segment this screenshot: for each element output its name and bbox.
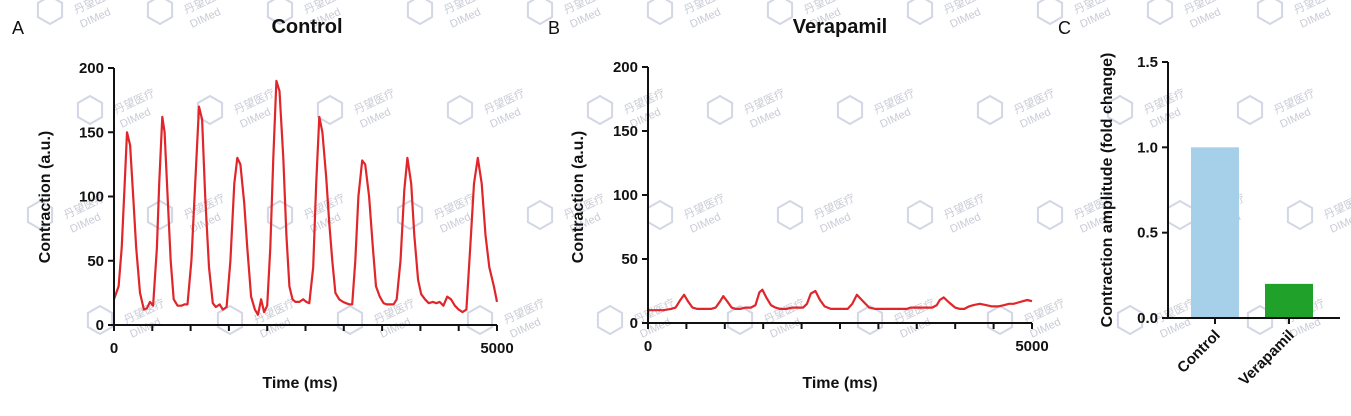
watermark-logo-icon [76, 94, 104, 126]
y-tick-label: 150 [613, 123, 638, 140]
panel-c-x-ticks: Control Verapamil [1174, 318, 1298, 389]
panel-b-contraction-trace [648, 288, 1033, 312]
panel-c-y-ticks: 0.0 0.5 1.0 1.5 [1137, 54, 1168, 327]
watermark-logo-icon [986, 304, 1014, 336]
watermark-logo-icon [586, 94, 614, 126]
watermark-logo-icon [976, 94, 1004, 126]
watermark-logo-icon [646, 0, 674, 26]
watermark-logo-icon [726, 304, 754, 336]
panel-letter-c: C [1058, 18, 1071, 38]
y-tick-label: 1.0 [1137, 139, 1158, 156]
y-tick-label: 200 [613, 59, 638, 76]
panel-a-title: Control [271, 16, 342, 38]
x-tick-label: 0 [644, 338, 652, 355]
watermark-logo-icon [1166, 199, 1194, 231]
panel-a-x-axis-label: Time (ms) [262, 375, 337, 392]
panel-c-axes [1167, 62, 1340, 319]
panel-b-axes [647, 67, 1032, 324]
watermark-logo-icon [646, 199, 674, 231]
y-tick-label: 0 [630, 315, 638, 332]
y-tick-label: 100 [79, 189, 104, 206]
y-tick-label: 1.5 [1137, 54, 1158, 71]
watermark-logo-icon [776, 199, 804, 231]
y-tick-label: 150 [79, 124, 104, 141]
watermark-logo-icon [146, 0, 174, 26]
watermark-logo-icon [146, 199, 174, 231]
watermark-logo-icon [396, 199, 424, 231]
panel-a-y-ticks: 0 50 100 150 200 [79, 60, 114, 334]
watermark-logo-icon [706, 94, 734, 126]
watermark-logo-icon [466, 304, 494, 336]
y-tick-label: 50 [87, 253, 104, 270]
watermark-logo-icon [596, 304, 624, 336]
y-tick-label: 0.0 [1137, 310, 1158, 327]
watermark-layer: 丹望医疗DIMed丹望医疗DIMed丹望医疗DIMed丹望医疗DIMed丹望医疗… [26, 0, 1351, 341]
bar-control [1191, 147, 1239, 318]
watermark-logo-icon [316, 94, 344, 126]
panel-b-title: Verapamil [793, 16, 888, 38]
panel-letter-b: B [548, 18, 560, 38]
panel-a-y-axis-label: Contraction (a.u.) [37, 131, 54, 263]
watermark-logo-icon [26, 199, 54, 231]
watermark-logo-icon [1256, 0, 1284, 26]
watermark-logo-icon [836, 94, 864, 126]
watermark-logo-icon [1286, 199, 1314, 231]
y-tick-label: 0 [96, 317, 104, 334]
panel-letter-a: A [12, 18, 24, 38]
panel-c-bars [1191, 147, 1313, 318]
x-category-label: Verapamil [1236, 327, 1298, 389]
watermark-logo-icon [906, 0, 934, 26]
y-tick-label: 200 [79, 60, 104, 77]
watermark-logo-icon [526, 199, 554, 231]
watermark-logo-icon [1116, 304, 1144, 336]
watermark-logo-icon [406, 0, 434, 26]
x-tick-label: 0 [110, 340, 118, 357]
panel-b-y-ticks: 0 50 100 150 200 [613, 59, 648, 332]
watermark-logo-icon [856, 304, 884, 336]
y-tick-label: 100 [613, 187, 638, 204]
watermark-logo-icon [1236, 94, 1264, 126]
panel-a-x-ticks: 0 5000 [110, 325, 514, 357]
panel-a-control: A Control Time (ms) Contraction (a.u.) 0… [12, 16, 514, 392]
panel-b-y-axis-label: Contraction (a.u.) [570, 131, 587, 263]
panel-c-y-axis-label: Contraction amplitude (fold change) [1099, 53, 1116, 328]
panel-b-verapamil: B Verapamil Time (ms) Contraction (a.u.)… [548, 16, 1049, 392]
watermark-logo-icon [1036, 0, 1064, 26]
watermark-logo-icon [266, 0, 294, 26]
bar-verapamil [1265, 283, 1313, 318]
x-category-label: Control [1174, 327, 1224, 377]
watermark-logo-icon [86, 304, 114, 336]
y-tick-label: 50 [621, 251, 638, 268]
watermark-logo-icon [766, 0, 794, 26]
panel-b-x-axis-label: Time (ms) [802, 375, 877, 392]
watermark-logo-icon [36, 0, 64, 26]
y-tick-label: 0.5 [1137, 225, 1158, 242]
watermark-logo-icon [446, 94, 474, 126]
watermark-logo-icon [1146, 0, 1174, 26]
panel-a-axes [113, 68, 497, 326]
panel-a-contraction-trace [112, 79, 499, 316]
watermark-logo-icon [266, 199, 294, 231]
watermark-logo-icon [1036, 199, 1064, 231]
x-tick-label: 5000 [1015, 338, 1048, 355]
watermark-logo-icon [526, 0, 554, 26]
watermark-logo-icon [196, 94, 224, 126]
watermark-logo-icon [906, 199, 934, 231]
watermark-logo-icon [216, 304, 244, 336]
watermark-logo-icon [336, 304, 364, 336]
watermark-logo-icon [1106, 94, 1134, 126]
x-tick-label: 5000 [480, 340, 513, 357]
